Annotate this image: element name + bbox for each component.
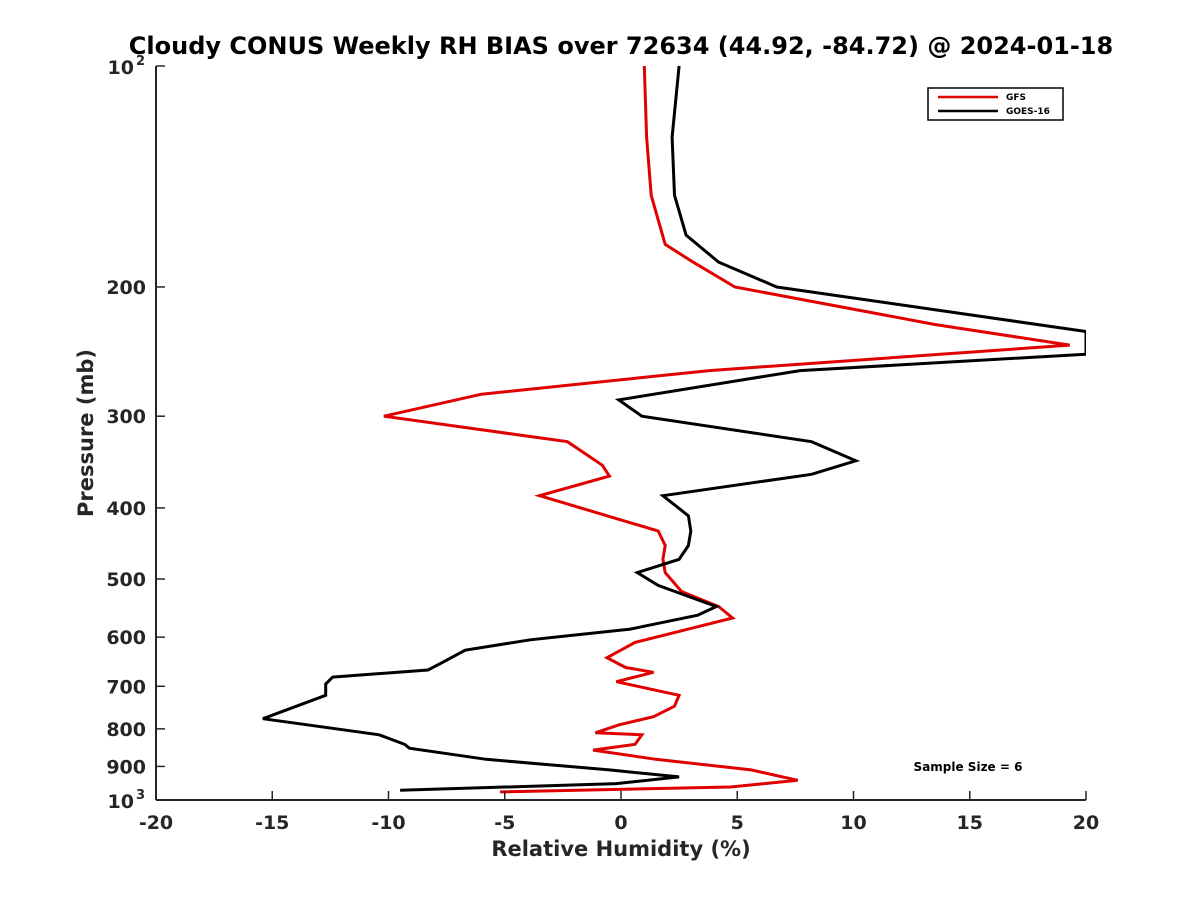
y-tick-label: 10 — [108, 57, 134, 79]
series-layer — [262, 66, 1086, 794]
y-tick-label: 500 — [106, 569, 146, 591]
legend-box — [927, 87, 1064, 121]
y-tick-label: 400 — [106, 498, 146, 520]
x-tick-label: 20 — [1073, 812, 1099, 834]
x-tick-label: -10 — [371, 812, 405, 834]
plot-area — [156, 66, 1086, 800]
x-tick-label: 15 — [957, 812, 983, 834]
legend: GFS GOES-16 — [927, 87, 1064, 121]
sample-size-annotation: Sample Size = 6 — [914, 760, 1023, 774]
x-tick-label: -20 — [139, 812, 173, 834]
legend-label: GOES-16 — [1006, 107, 1050, 117]
series-line-goes-16 — [262, 66, 1086, 792]
y-tick-label: 10 — [108, 791, 134, 813]
y-tick-label: 900 — [106, 756, 146, 778]
legend-label: GFS — [1006, 93, 1026, 103]
x-tick-label: 5 — [731, 812, 744, 834]
y-tick-label-exponent: 3 — [136, 788, 145, 803]
y-tick-label-exponent: 2 — [136, 54, 145, 69]
y-tick-label: 200 — [106, 277, 146, 299]
x-tick-label: 10 — [840, 812, 866, 834]
y-tick-label: 300 — [106, 406, 146, 428]
tick-layer: -20 -15 -10 -5 0 5 10 15 20 200 300 400 500 600 700 800… — [106, 54, 1099, 834]
y-tick-label: 600 — [106, 627, 146, 649]
y-tick-label: 800 — [106, 719, 146, 741]
x-tick-label: -15 — [255, 812, 289, 834]
chart-title: Cloudy CONUS Weekly RH BIAS over 72634 (… — [129, 32, 1113, 60]
x-tick-label: -5 — [494, 812, 515, 834]
x-tick-label: 0 — [614, 812, 627, 834]
x-axis-label: Relative Humidity (%) — [491, 837, 750, 861]
y-tick-label: 700 — [106, 676, 146, 698]
y-axis-label: Pressure (mb) — [74, 349, 98, 517]
